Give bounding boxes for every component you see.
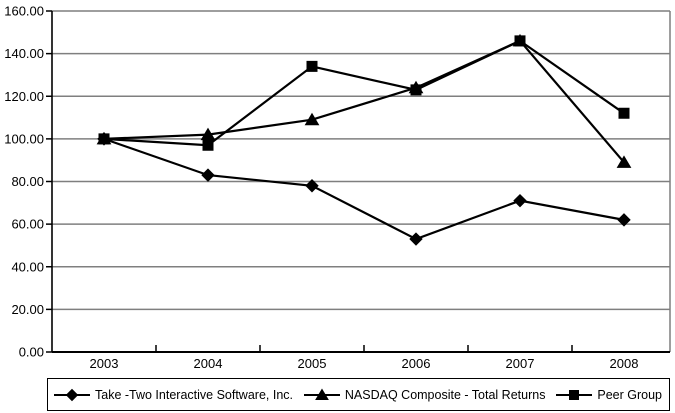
square-marker	[98, 133, 110, 145]
x-category-label: 2003	[90, 356, 119, 371]
triangle-marker	[304, 112, 320, 126]
legend-item: Take -Two Interactive Software, Inc.	[54, 388, 293, 402]
diamond-marker	[305, 179, 319, 193]
diamond-marker	[617, 213, 631, 227]
series-line-0	[103, 137, 625, 241]
square-marker	[514, 35, 526, 47]
square-marker	[306, 60, 318, 72]
legend-diamond-icon	[54, 388, 90, 401]
diamond-marker	[409, 232, 423, 246]
y-tick-label: 160.00	[4, 4, 44, 19]
legend-item: Peer Group	[556, 388, 662, 402]
legend-label: Peer Group	[597, 387, 662, 402]
square-marker	[202, 139, 214, 151]
y-tick-label: 20.00	[11, 302, 44, 317]
diamond-marker	[513, 193, 527, 208]
plot-area: 0.00 20.00 40.00 60.00 80.00 100.00 120.00 140.…	[4, 4, 671, 371]
square-marker	[618, 107, 630, 119]
x-category-label: 2006	[402, 356, 431, 371]
y-tick-label: 80.00	[11, 174, 44, 189]
legend-item: NASDAQ Composite - Total Returns	[303, 387, 546, 402]
series-line-1	[103, 39, 625, 164]
y-tick-label: 140.00	[4, 46, 44, 61]
legend-label: NASDAQ Composite - Total Returns	[344, 387, 546, 402]
x-category-label: 2005	[298, 356, 327, 371]
y-tick-label: 120.00	[4, 89, 44, 104]
triangle-marker	[616, 155, 632, 168]
x-category-label: 2008	[610, 356, 639, 371]
square-marker	[410, 84, 422, 96]
y-tick-label: 60.00	[11, 217, 44, 232]
triangle-marker	[200, 127, 216, 141]
series-line-2	[103, 39, 625, 147]
diamond-marker	[201, 168, 215, 182]
y-tick-label: 40.00	[11, 259, 44, 274]
legend-triangle-icon	[303, 388, 340, 400]
x-category-label: 2007	[506, 356, 535, 371]
legend-label: Take -Two Interactive Software, Inc.	[95, 387, 293, 402]
chart-legend: Take -Two Interactive Software, Inc. NASD…	[47, 378, 670, 411]
x-category-label: 2004	[194, 356, 223, 371]
y-tick-label: 100.00	[4, 131, 44, 146]
y-tick-label: 0.00	[19, 345, 44, 360]
legend-square-icon	[556, 389, 593, 400]
